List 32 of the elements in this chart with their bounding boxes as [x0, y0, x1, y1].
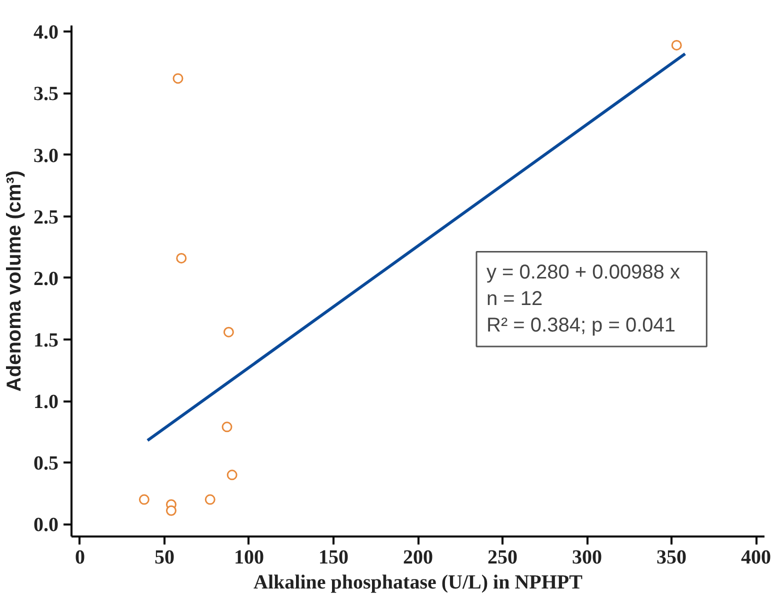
annotation: y = 0.280 + 0.00988 x — [486, 262, 680, 284]
y-tick-label: 4.0 — [34, 22, 58, 44]
x-axis-title: Alkaline phosphatase (U/L) in NPHPT — [254, 572, 584, 594]
x-tick-label: 350 — [656, 546, 687, 568]
x-tick-label: 300 — [572, 546, 602, 568]
x-tick-label: 400 — [741, 546, 772, 568]
point — [172, 73, 184, 84]
x-tick-label: 250 — [488, 546, 518, 568]
y-tick-label: 2.5 — [34, 206, 58, 228]
point — [176, 252, 187, 264]
point — [166, 505, 176, 516]
y-tick-label: 0.5 — [34, 452, 58, 475]
y-tick-label: 1.5 — [34, 329, 58, 352]
point — [222, 422, 232, 432]
x-tick-label: 100 — [234, 546, 264, 568]
point — [138, 494, 150, 505]
x-tick-label: 150 — [318, 546, 348, 568]
annotation: n = 12 — [486, 288, 543, 310]
y-tick-label: 0.0 — [34, 514, 58, 536]
y-tick-label: 2.0 — [34, 268, 58, 290]
y-tick-label: 1.0 — [34, 391, 58, 414]
y-tick-label: 3.0 — [34, 144, 58, 167]
point — [204, 494, 216, 505]
x-tick-label: 200 — [403, 546, 433, 568]
y-tick-label: 3.5 — [34, 83, 58, 106]
annotation: R² = 0.384; p = 0.041 — [486, 314, 676, 336]
point — [223, 326, 234, 338]
point — [226, 470, 238, 480]
y-axis-title: Adenoma volume (cm³) — [4, 170, 26, 392]
x-tick-label: 50 — [154, 546, 174, 568]
x-tick-label: 0 — [74, 546, 85, 568]
point — [671, 40, 682, 50]
